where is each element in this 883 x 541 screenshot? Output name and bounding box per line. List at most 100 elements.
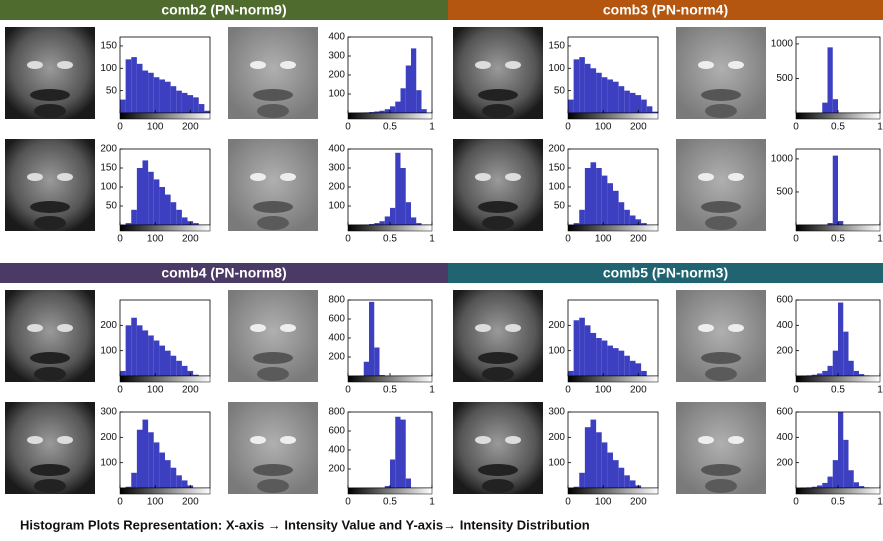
face-mustache (701, 201, 741, 213)
histogram-bar (591, 162, 597, 225)
histogram-bar (854, 482, 859, 488)
histogram-bar (374, 348, 379, 377)
x-tick-label: 0 (345, 385, 351, 396)
y-tick-label: 400 (776, 432, 793, 443)
x-tick-label: 0.5 (831, 234, 845, 245)
histogram-bar (838, 303, 843, 376)
x-tick-label: 0.5 (383, 385, 397, 396)
y-tick-label: 100 (100, 63, 117, 74)
face-mustache (253, 201, 293, 213)
histogram-bar (143, 71, 149, 113)
face-eye (27, 173, 43, 181)
face-eye (27, 436, 43, 444)
face-eye (57, 61, 73, 69)
histogram-bar (613, 82, 619, 113)
histogram-bar (849, 361, 854, 376)
colorbar (568, 488, 658, 494)
y-tick-label: 100 (328, 201, 345, 212)
face-eye (698, 173, 714, 181)
face-mustache (701, 89, 741, 101)
histogram-bar (624, 356, 630, 376)
x-tick-label: 200 (182, 234, 199, 245)
face-eye (728, 61, 744, 69)
histogram-bar (585, 427, 591, 488)
histogram-bar (137, 168, 143, 225)
histogram-bar (171, 356, 177, 376)
histogram-bar (833, 99, 838, 113)
face-mustache (701, 464, 741, 476)
histogram-bar (619, 86, 625, 113)
histogram-bar (607, 183, 613, 225)
colorbar (120, 225, 210, 231)
histogram-bar (159, 187, 165, 225)
histogram-bar (154, 341, 160, 376)
face-mustache (30, 464, 70, 476)
x-tick-label: 0.5 (383, 497, 397, 508)
x-tick-label: 0 (565, 385, 571, 396)
face-eye (505, 436, 521, 444)
face-beard (705, 367, 737, 381)
y-tick-label: 400 (776, 320, 793, 331)
face-eye (250, 173, 266, 181)
y-tick-label: 150 (100, 41, 117, 52)
colorbar (568, 376, 658, 382)
face-beard (34, 479, 66, 493)
histogram-bar (579, 473, 585, 488)
x-tick-label: 0 (565, 122, 571, 133)
histogram-bar (602, 442, 608, 488)
histogram-bar (126, 325, 132, 376)
x-tick-label: 0.5 (383, 234, 397, 245)
histogram-bar (591, 420, 597, 488)
histogram-bar (126, 59, 132, 113)
histogram-bar (165, 351, 171, 376)
histogram-bar (131, 318, 137, 376)
histogram-bar (131, 473, 137, 488)
histogram-bar (585, 325, 591, 376)
histogram-bar (843, 332, 848, 376)
face-beard (34, 216, 66, 230)
histogram-bar (406, 202, 411, 225)
histogram-bar (171, 86, 177, 113)
y-tick-label: 100 (100, 457, 117, 468)
face-mustache (253, 352, 293, 364)
histogram-bar (143, 330, 149, 376)
histogram-bar (822, 371, 827, 376)
y-tick-label: 50 (554, 201, 566, 212)
histogram-bar (380, 221, 385, 225)
face-beard (257, 367, 289, 381)
x-tick-label: 0 (117, 385, 123, 396)
face-mustache (30, 201, 70, 213)
histogram-bar (176, 361, 182, 376)
y-tick-label: 50 (106, 85, 118, 96)
y-tick-label: 200 (548, 320, 565, 331)
x-tick-label: 0 (793, 234, 799, 245)
histogram-bar (176, 210, 182, 225)
histogram-bar (390, 106, 395, 113)
histogram-bar (828, 477, 833, 488)
axes-frame (348, 300, 432, 376)
x-tick-label: 0.5 (831, 385, 845, 396)
colorbar (796, 488, 880, 494)
colorbar (796, 113, 880, 119)
histogram-bar (641, 100, 647, 113)
histogram-bar (822, 483, 827, 488)
x-tick-label: 100 (595, 385, 612, 396)
x-tick-label: 0 (345, 234, 351, 245)
face-beard (482, 216, 514, 230)
x-tick-label: 1 (429, 234, 435, 245)
histogram-bar (624, 210, 630, 225)
face-eye (280, 61, 296, 69)
histogram-bar (401, 420, 406, 488)
face-mustache (478, 464, 518, 476)
histogram-bar (406, 66, 411, 114)
face-eye (475, 436, 491, 444)
x-tick-label: 200 (630, 234, 647, 245)
y-tick-label: 100 (548, 457, 565, 468)
face-eye (250, 324, 266, 332)
histogram-bar (833, 351, 838, 376)
y-tick-label: 200 (100, 432, 117, 443)
histogram-bar (591, 68, 597, 113)
histogram-bar (193, 97, 199, 113)
colorbar (568, 225, 658, 231)
x-tick-label: 200 (182, 385, 199, 396)
